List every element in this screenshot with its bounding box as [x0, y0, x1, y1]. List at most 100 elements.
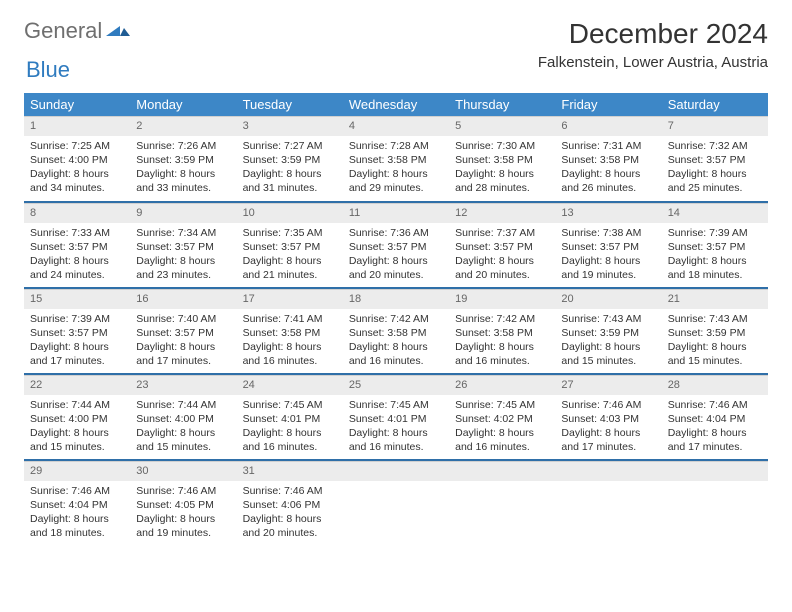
daylight-text: Daylight: 8 hours and 24 minutes. [30, 254, 124, 282]
day-body: Sunrise: 7:45 AMSunset: 4:01 PMDaylight:… [237, 395, 343, 459]
day-body: Sunrise: 7:45 AMSunset: 4:02 PMDaylight:… [449, 395, 555, 459]
day-body: Sunrise: 7:46 AMSunset: 4:04 PMDaylight:… [24, 481, 130, 545]
sunrise-text: Sunrise: 7:46 AM [243, 484, 337, 498]
day-body-empty [449, 481, 555, 541]
calendar-day-cell: 19Sunrise: 7:42 AMSunset: 3:58 PMDayligh… [449, 288, 555, 374]
calendar-day-cell: 31Sunrise: 7:46 AMSunset: 4:06 PMDayligh… [237, 460, 343, 546]
calendar-day-cell: 21Sunrise: 7:43 AMSunset: 3:59 PMDayligh… [662, 288, 768, 374]
sunrise-text: Sunrise: 7:45 AM [243, 398, 337, 412]
sunset-text: Sunset: 4:00 PM [30, 412, 124, 426]
calendar-day-cell: 30Sunrise: 7:46 AMSunset: 4:05 PMDayligh… [130, 460, 236, 546]
sunrise-text: Sunrise: 7:39 AM [30, 312, 124, 326]
day-body: Sunrise: 7:44 AMSunset: 4:00 PMDaylight:… [130, 395, 236, 459]
weekday-header: Monday [130, 93, 236, 116]
day-body: Sunrise: 7:46 AMSunset: 4:06 PMDaylight:… [237, 481, 343, 545]
calendar-day-cell: 16Sunrise: 7:40 AMSunset: 3:57 PMDayligh… [130, 288, 236, 374]
day-number: 31 [237, 461, 343, 481]
brand-logo: General [24, 18, 70, 44]
sunrise-text: Sunrise: 7:43 AM [668, 312, 762, 326]
day-number: 9 [130, 203, 236, 223]
daylight-text: Daylight: 8 hours and 15 minutes. [668, 340, 762, 368]
sunrise-text: Sunrise: 7:28 AM [349, 139, 443, 153]
daylight-text: Daylight: 8 hours and 17 minutes. [136, 340, 230, 368]
sunset-text: Sunset: 3:59 PM [561, 326, 655, 340]
day-number: 11 [343, 203, 449, 223]
day-number: 14 [662, 203, 768, 223]
day-number: 17 [237, 289, 343, 309]
sunset-text: Sunset: 4:05 PM [136, 498, 230, 512]
day-body: Sunrise: 7:39 AMSunset: 3:57 PMDaylight:… [24, 309, 130, 373]
sunset-text: Sunset: 4:04 PM [30, 498, 124, 512]
weekday-header: Sunday [24, 93, 130, 116]
daylight-text: Daylight: 8 hours and 29 minutes. [349, 167, 443, 195]
sunset-text: Sunset: 3:58 PM [349, 326, 443, 340]
calendar-day-cell: 28Sunrise: 7:46 AMSunset: 4:04 PMDayligh… [662, 374, 768, 460]
sunset-text: Sunset: 3:57 PM [30, 240, 124, 254]
day-body-empty [343, 481, 449, 541]
day-number-empty [449, 461, 555, 481]
daylight-text: Daylight: 8 hours and 20 minutes. [243, 512, 337, 540]
sunrise-text: Sunrise: 7:32 AM [668, 139, 762, 153]
sunrise-text: Sunrise: 7:46 AM [561, 398, 655, 412]
calendar-day-cell: 12Sunrise: 7:37 AMSunset: 3:57 PMDayligh… [449, 202, 555, 288]
daylight-text: Daylight: 8 hours and 15 minutes. [561, 340, 655, 368]
calendar-week-row: 22Sunrise: 7:44 AMSunset: 4:00 PMDayligh… [24, 374, 768, 460]
day-number: 19 [449, 289, 555, 309]
sunset-text: Sunset: 3:58 PM [243, 326, 337, 340]
calendar-day-cell [555, 460, 661, 546]
day-body: Sunrise: 7:40 AMSunset: 3:57 PMDaylight:… [130, 309, 236, 373]
sunrise-text: Sunrise: 7:37 AM [455, 226, 549, 240]
sunrise-text: Sunrise: 7:30 AM [455, 139, 549, 153]
sunrise-text: Sunrise: 7:42 AM [349, 312, 443, 326]
sunset-text: Sunset: 3:59 PM [243, 153, 337, 167]
daylight-text: Daylight: 8 hours and 17 minutes. [668, 426, 762, 454]
calendar-day-cell: 14Sunrise: 7:39 AMSunset: 3:57 PMDayligh… [662, 202, 768, 288]
day-number: 5 [449, 116, 555, 136]
day-body: Sunrise: 7:28 AMSunset: 3:58 PMDaylight:… [343, 136, 449, 200]
sunset-text: Sunset: 3:57 PM [30, 326, 124, 340]
calendar-day-cell: 15Sunrise: 7:39 AMSunset: 3:57 PMDayligh… [24, 288, 130, 374]
daylight-text: Daylight: 8 hours and 16 minutes. [455, 340, 549, 368]
day-body: Sunrise: 7:43 AMSunset: 3:59 PMDaylight:… [662, 309, 768, 373]
day-number: 2 [130, 116, 236, 136]
calendar-day-cell: 26Sunrise: 7:45 AMSunset: 4:02 PMDayligh… [449, 374, 555, 460]
day-body: Sunrise: 7:46 AMSunset: 4:03 PMDaylight:… [555, 395, 661, 459]
day-body: Sunrise: 7:30 AMSunset: 3:58 PMDaylight:… [449, 136, 555, 200]
brand-blue: Blue [26, 57, 70, 82]
sunrise-text: Sunrise: 7:40 AM [136, 312, 230, 326]
daylight-text: Daylight: 8 hours and 18 minutes. [30, 512, 124, 540]
daylight-text: Daylight: 8 hours and 17 minutes. [561, 426, 655, 454]
day-body: Sunrise: 7:34 AMSunset: 3:57 PMDaylight:… [130, 223, 236, 287]
calendar-day-cell: 8Sunrise: 7:33 AMSunset: 3:57 PMDaylight… [24, 202, 130, 288]
day-number: 30 [130, 461, 236, 481]
day-number: 25 [343, 375, 449, 395]
day-body: Sunrise: 7:39 AMSunset: 3:57 PMDaylight:… [662, 223, 768, 287]
calendar-day-cell: 23Sunrise: 7:44 AMSunset: 4:00 PMDayligh… [130, 374, 236, 460]
sunset-text: Sunset: 4:01 PM [349, 412, 443, 426]
sunset-text: Sunset: 3:58 PM [455, 326, 549, 340]
daylight-text: Daylight: 8 hours and 16 minutes. [243, 340, 337, 368]
day-number: 3 [237, 116, 343, 136]
sunrise-text: Sunrise: 7:46 AM [30, 484, 124, 498]
daylight-text: Daylight: 8 hours and 17 minutes. [30, 340, 124, 368]
day-number: 8 [24, 203, 130, 223]
brand-general: General [24, 18, 102, 44]
daylight-text: Daylight: 8 hours and 16 minutes. [349, 340, 443, 368]
sunrise-text: Sunrise: 7:25 AM [30, 139, 124, 153]
weekday-header: Friday [555, 93, 661, 116]
sunset-text: Sunset: 3:57 PM [136, 326, 230, 340]
calendar-day-cell: 2Sunrise: 7:26 AMSunset: 3:59 PMDaylight… [130, 116, 236, 202]
day-body: Sunrise: 7:38 AMSunset: 3:57 PMDaylight:… [555, 223, 661, 287]
daylight-text: Daylight: 8 hours and 15 minutes. [136, 426, 230, 454]
calendar-day-cell: 4Sunrise: 7:28 AMSunset: 3:58 PMDaylight… [343, 116, 449, 202]
daylight-text: Daylight: 8 hours and 18 minutes. [668, 254, 762, 282]
day-body: Sunrise: 7:33 AMSunset: 3:57 PMDaylight:… [24, 223, 130, 287]
daylight-text: Daylight: 8 hours and 21 minutes. [243, 254, 337, 282]
sunrise-text: Sunrise: 7:46 AM [136, 484, 230, 498]
day-number: 24 [237, 375, 343, 395]
calendar-day-cell: 1Sunrise: 7:25 AMSunset: 4:00 PMDaylight… [24, 116, 130, 202]
sunset-text: Sunset: 3:57 PM [561, 240, 655, 254]
day-number-empty [555, 461, 661, 481]
day-number: 4 [343, 116, 449, 136]
sunset-text: Sunset: 3:57 PM [668, 240, 762, 254]
